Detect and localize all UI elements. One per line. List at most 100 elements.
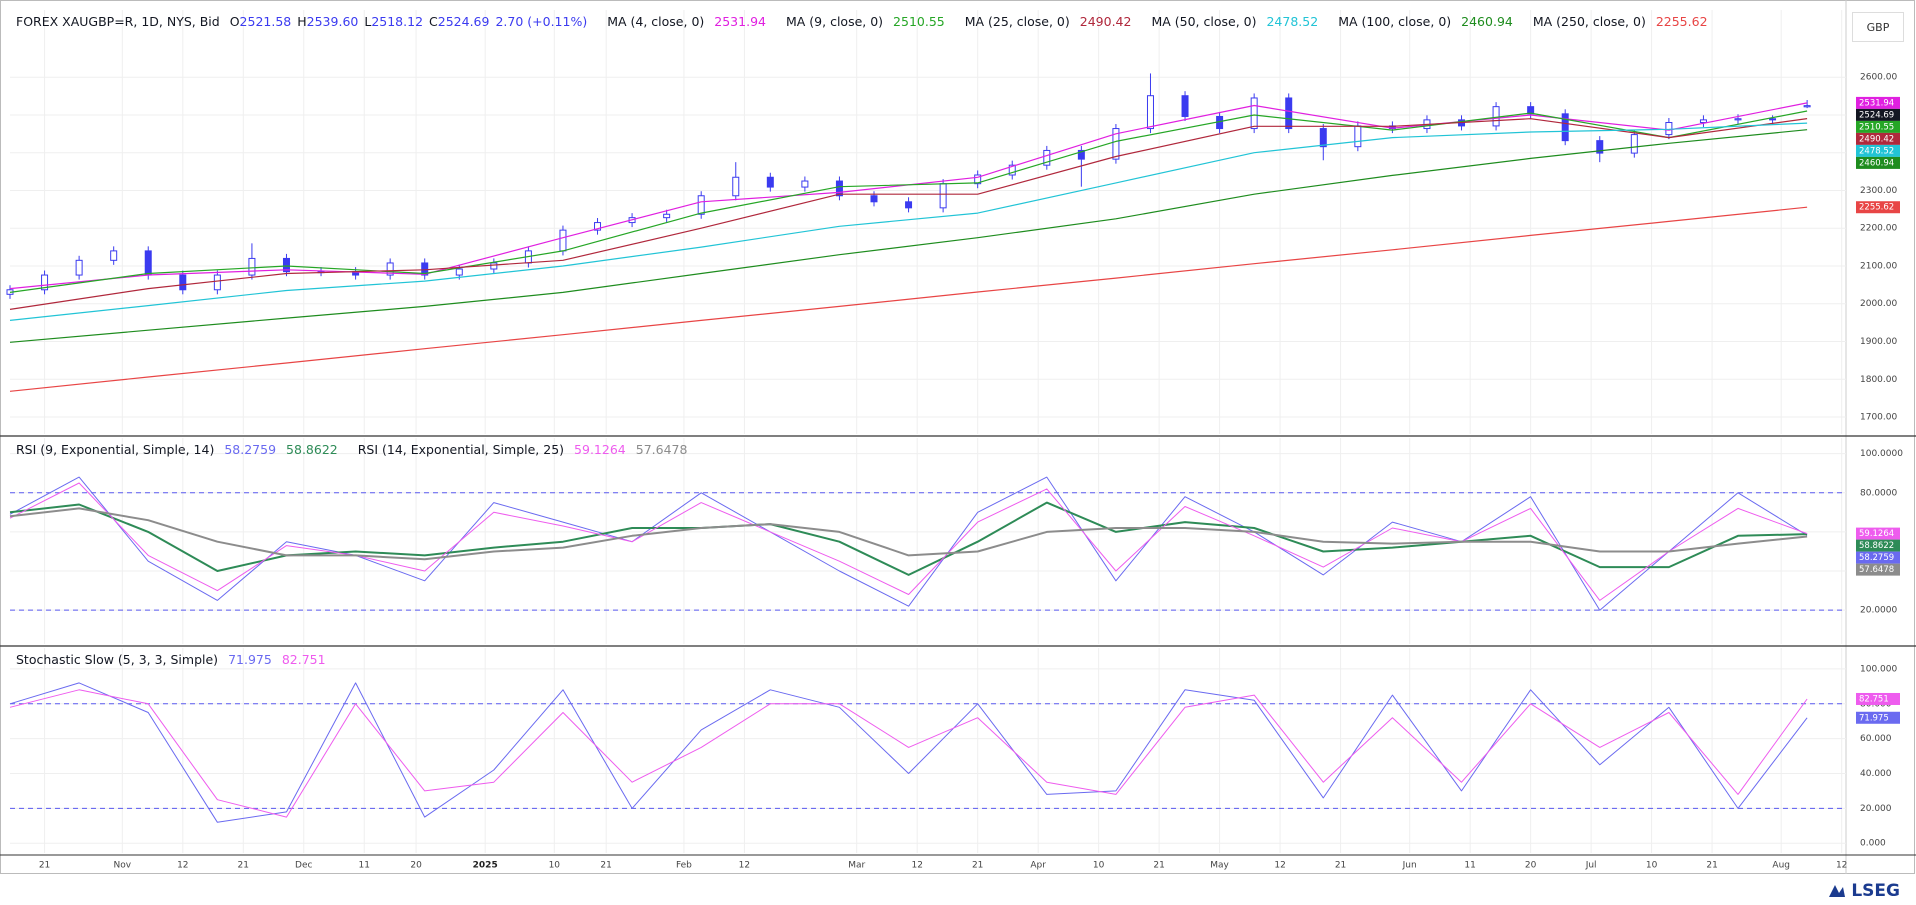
ohlc-name: O <box>229 14 240 29</box>
candle-body <box>663 213 671 219</box>
candle-body <box>1734 118 1742 121</box>
value-tag: 71.975 <box>1859 713 1889 723</box>
candle-body <box>1769 118 1777 121</box>
y-tick-label: 2200.00 <box>1860 224 1897 234</box>
candle-body <box>1492 106 1500 127</box>
candle-body <box>766 176 774 188</box>
indicator-name: Stochastic Slow (5, 3, 3, Simple) <box>16 652 219 667</box>
candle-body <box>559 229 567 252</box>
panel-legend: Stochastic Slow (5, 3, 3, Simple) 71.975 8… <box>16 652 330 667</box>
indicator-value: 2531.94 <box>714 14 766 29</box>
indicator-name: MA (250, close, 0) <box>1532 14 1646 29</box>
ohlc-name: H <box>297 14 307 29</box>
candle-body <box>248 257 256 276</box>
candle-body <box>1354 125 1362 148</box>
candle-body <box>1596 140 1604 154</box>
x-tick-label: 20 <box>410 861 422 871</box>
brand-icon <box>1829 885 1846 897</box>
x-tick-label: 21 <box>600 861 611 871</box>
candle-body <box>1250 97 1258 130</box>
indicator-line <box>9 507 1808 561</box>
candle-body <box>1077 149 1085 160</box>
indicator-name: MA (50, close, 0) <box>1151 14 1257 29</box>
indicator-line <box>9 689 1808 818</box>
value-tag-bg <box>1856 108 1900 121</box>
y-tick-label: 60.000 <box>1860 734 1892 744</box>
ohlc-value: 2518.12 <box>371 14 424 29</box>
indicator-value: 82.751 <box>281 652 326 667</box>
x-tick-label: 20 <box>1525 861 1537 871</box>
candle-body <box>455 268 463 276</box>
y-tick-label: 1900.00 <box>1860 337 1897 347</box>
x-tick-label: Apr <box>1030 861 1046 871</box>
x-tick-label: Dec <box>295 861 312 871</box>
candles <box>6 73 1811 299</box>
value-tag: 2478.52 <box>1859 146 1894 156</box>
x-tick-label: 2025 <box>473 861 498 871</box>
panel-legend: RSI (9, Exponential, Simple, 14) 58.2759 5… <box>16 442 691 457</box>
value-tag-bg <box>1856 132 1900 145</box>
x-tick-label: Jun <box>1402 861 1417 871</box>
indicator-name: RSI (9, Exponential, Simple, 14) <box>16 442 215 457</box>
y-tick-label: 1800.00 <box>1860 375 1897 385</box>
ohlc-name: C <box>429 14 438 29</box>
indicator-line <box>9 129 1808 343</box>
candle-body <box>905 201 913 209</box>
candle-body <box>732 176 740 197</box>
y-tick-label: 100.000 <box>1860 664 1897 674</box>
value-tag: 58.8622 <box>1859 541 1894 551</box>
candle-body <box>1527 106 1535 115</box>
value-tag: 57.6478 <box>1859 565 1894 575</box>
indicator-line <box>9 476 1808 611</box>
candle-body <box>213 274 221 291</box>
value-tag: 2510.55 <box>1859 122 1894 132</box>
x-tick-label: 21 <box>972 861 983 871</box>
indicator-value: 2255.62 <box>1655 14 1708 29</box>
candle-body <box>1008 164 1016 176</box>
indicator-value: 2510.55 <box>893 14 945 29</box>
change: 2.70 (+0.11%) <box>495 14 588 29</box>
indicator-line <box>9 102 1808 290</box>
value-tag: 2531.94 <box>1859 98 1894 108</box>
x-tick-label: 21 <box>1706 861 1717 871</box>
value-tag: 2255.62 <box>1859 203 1894 213</box>
x-tick-label: Nov <box>114 861 132 871</box>
indicator-value: 58.8622 <box>286 442 338 457</box>
indicator-name: MA (9, close, 0) <box>785 14 884 29</box>
value-tag-bg <box>1856 551 1900 564</box>
x-tick-label: 12 <box>1836 861 1847 871</box>
candle-body <box>1319 128 1327 148</box>
brand-name: LSEG <box>1851 881 1900 901</box>
panel-legend: FOREX XAUGBP=R, 1D, NYS, Bid O 2521.58 H 253… <box>16 14 1712 29</box>
candle-body <box>1112 128 1120 160</box>
candle-body <box>144 250 152 276</box>
value-tag-bg <box>1856 201 1900 214</box>
x-tick-label: Jul <box>1585 861 1597 871</box>
indicator-line <box>9 118 1808 310</box>
value-tag: 2490.42 <box>1859 134 1894 144</box>
indicator-value: 2460.94 <box>1461 14 1513 29</box>
candle-body <box>75 259 83 276</box>
candle-body <box>1043 149 1051 166</box>
ohlc-name: L <box>364 14 372 29</box>
value-tag-bg <box>1856 563 1900 576</box>
value-tag: 58.2759 <box>1859 553 1894 563</box>
x-tick-label: 11 <box>1464 861 1475 871</box>
value-tag: 59.1264 <box>1859 529 1894 539</box>
indicator-name: MA (25, close, 0) <box>964 14 1070 29</box>
indicator-name: RSI (14, Exponential, Simple, 25) <box>357 442 565 457</box>
ohlc-value: 2521.58 <box>239 14 292 29</box>
indicator-value: 57.6478 <box>635 442 688 457</box>
indicator-line <box>9 206 1808 392</box>
value-tag-bg <box>1856 539 1900 552</box>
value-tag-bg <box>1856 692 1900 705</box>
y-tick-label: 2600.00 <box>1860 73 1897 83</box>
currency: GBP <box>1852 12 1904 42</box>
y-tick-label: 20.0000 <box>1860 606 1897 616</box>
x-tick-label: 10 <box>549 861 561 871</box>
x-tick-label: 10 <box>1093 861 1105 871</box>
indicator-line <box>9 122 1808 321</box>
candle-body <box>1181 95 1189 117</box>
